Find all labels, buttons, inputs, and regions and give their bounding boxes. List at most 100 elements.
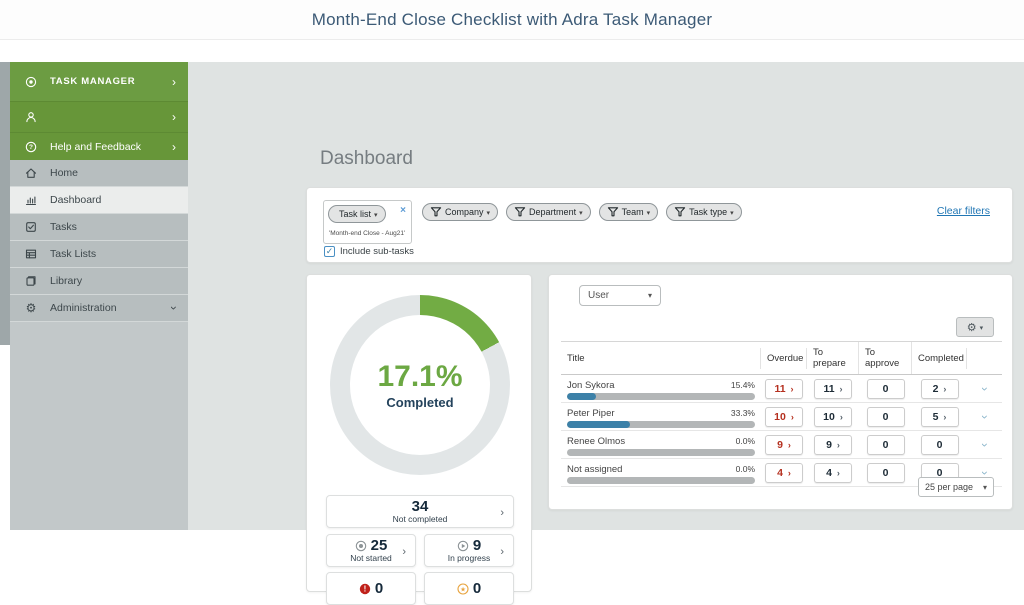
chevron-right-icon [172, 73, 176, 91]
chevron-right-icon [788, 467, 791, 479]
table-row: Jon Sykora 15.4% 11 11 0 2 [561, 375, 1002, 403]
filter-chip-team[interactable]: Team [598, 203, 659, 221]
funnel-outline-icon [674, 206, 686, 218]
not-started-icon [355, 540, 367, 552]
stat-card-not-started[interactable]: 25 Not started [326, 534, 416, 567]
user-percent: 0.0% [735, 436, 755, 446]
stat-card-not-completed[interactable]: 34 Not completed [326, 495, 514, 528]
chevron-right-icon [500, 542, 504, 560]
stat-card-count-4[interactable]: ★ 0 [424, 572, 514, 605]
filter-chip-task-type[interactable]: Task type [666, 203, 742, 221]
stat-card-in-progress[interactable]: 9 In progress [424, 534, 514, 567]
chevron-right-icon [791, 411, 794, 423]
cell-value: 5 [932, 410, 939, 423]
sidebar-item-tasks[interactable]: Tasks [10, 214, 188, 241]
progress-bar-fill [567, 421, 630, 428]
row-expand-chevron-icon[interactable] [983, 438, 987, 452]
filter-chip-department[interactable]: Department [506, 203, 591, 221]
sidebar-green-item-task-manager[interactable]: TASK MANAGER [10, 62, 188, 102]
table-cell: 0 [912, 431, 967, 458]
sidebar-item-home[interactable]: Home [10, 160, 188, 187]
overdue-cell-button[interactable]: 10 [765, 406, 803, 427]
progress-bar [567, 393, 755, 400]
to-prepare-cell-button[interactable]: 11 [814, 378, 852, 399]
to-prepare-cell-button[interactable]: 10 [814, 406, 852, 427]
filter-chip-label: Company [445, 207, 484, 217]
stat-value: 9 [457, 536, 482, 554]
to-approve-cell-button[interactable]: 0 [866, 378, 905, 399]
row-title-cell: Jon Sykora 15.4% [561, 377, 761, 400]
chevron-right-icon [172, 108, 176, 126]
table-settings-button[interactable]: ⚙ [956, 317, 994, 337]
row-title-top: Peter Piper 33.3% [567, 408, 755, 419]
remove-task-list-filter-icon[interactable] [400, 206, 406, 216]
sidebar-item-library[interactable]: Library [10, 268, 188, 295]
stat-value: ★ 0 [457, 580, 481, 597]
stat-number: 34 [411, 497, 429, 515]
page-title: Month-End Close Checklist with Adra Task… [311, 9, 713, 29]
gear-icon: ⚙ [966, 320, 977, 334]
task-list-filter-chip[interactable]: Task list [328, 205, 386, 223]
to-approve-cell-button[interactable]: 0 [866, 462, 905, 483]
table-cell: 4 [761, 459, 807, 486]
sidebar-menu: Home Dashboard Tasks Task Lists Library ⚙ Admi… [10, 160, 188, 322]
sidebar-green-item-user[interactable] [10, 102, 188, 133]
sidebar-item-label: Tasks [50, 221, 77, 233]
table-cell: 5 [912, 403, 967, 430]
to-approve-cell-button[interactable]: 0 [866, 434, 905, 455]
column-header-to-approve: To approve [859, 342, 912, 374]
sidebar-item-label: Home [50, 167, 79, 179]
overdue-cell-button[interactable]: 4 [765, 462, 803, 483]
to-approve-cell-button[interactable]: 0 [866, 406, 905, 427]
sidebar-item-task-lists[interactable]: Task Lists [10, 241, 188, 268]
dashboard-icon [24, 194, 38, 206]
stat-label: In progress [447, 553, 491, 564]
stat-number: 9 [472, 536, 482, 554]
column-header-expand [967, 353, 1002, 363]
donut-hole [350, 315, 490, 455]
chevron-down-icon [487, 207, 491, 217]
chevron-down-icon [983, 482, 987, 492]
to-prepare-cell-button[interactable]: 4 [814, 462, 852, 483]
column-header-overdue: Overdue [761, 347, 807, 369]
include-subtasks-checkbox[interactable] [324, 246, 335, 257]
chevron-right-icon [791, 383, 794, 395]
table-cell-expand [967, 431, 1002, 458]
cell-value: 9 [777, 438, 783, 451]
table-cell: 10 [761, 403, 807, 430]
row-expand-chevron-icon[interactable] [983, 382, 987, 396]
stat-label: Not completed [392, 514, 448, 525]
stat-number: 0 [374, 579, 384, 597]
progress-bar [567, 421, 755, 428]
filter-chip-company[interactable]: Company [422, 203, 499, 221]
to-prepare-cell-button[interactable]: 9 [814, 434, 852, 455]
row-expand-chevron-icon[interactable] [983, 410, 987, 424]
group-by-select[interactable]: User [579, 285, 661, 306]
completed-cell-button[interactable]: 0 [920, 434, 959, 455]
svg-text:!: ! [363, 584, 366, 593]
sidebar-green-item-help-and-feedback[interactable]: ? Help and Feedback [10, 133, 188, 160]
per-page-value: 25 per page [925, 482, 974, 492]
overdue-cell-button[interactable]: 11 [765, 378, 803, 399]
user-summary-table: Title Overdue To prepare To approve Complete… [561, 341, 1002, 487]
user-name: Not assigned [567, 464, 623, 475]
stat-label: Not started [350, 553, 392, 564]
stat-card-count-3[interactable]: ! 0 [326, 572, 416, 605]
sidebar-item-label: Administration [50, 302, 117, 314]
clear-filters-link[interactable]: Clear filters [936, 205, 990, 217]
completed-cell-button[interactable]: 2 [920, 378, 959, 399]
table-cell: 11 [807, 375, 859, 402]
include-subtasks-label: Include sub-tasks [340, 246, 414, 257]
chevron-right-icon [402, 542, 406, 560]
task-list-chip-label: Task list [339, 209, 372, 219]
chevron-right-icon [840, 383, 843, 395]
completed-cell-button[interactable]: 5 [920, 406, 959, 427]
sidebar-item-administration[interactable]: ⚙ Administration [10, 295, 188, 322]
table-cell: 9 [807, 431, 859, 458]
sidebar-item-label: Task Lists [50, 248, 97, 260]
overdue-cell-button[interactable]: 9 [765, 434, 803, 455]
per-page-select[interactable]: 25 per page [918, 477, 994, 497]
sidebar-item-dashboard[interactable]: Dashboard [10, 187, 188, 214]
table-row: Peter Piper 33.3% 10 10 0 5 [561, 403, 1002, 431]
user-name: Renee Olmos [567, 436, 626, 447]
